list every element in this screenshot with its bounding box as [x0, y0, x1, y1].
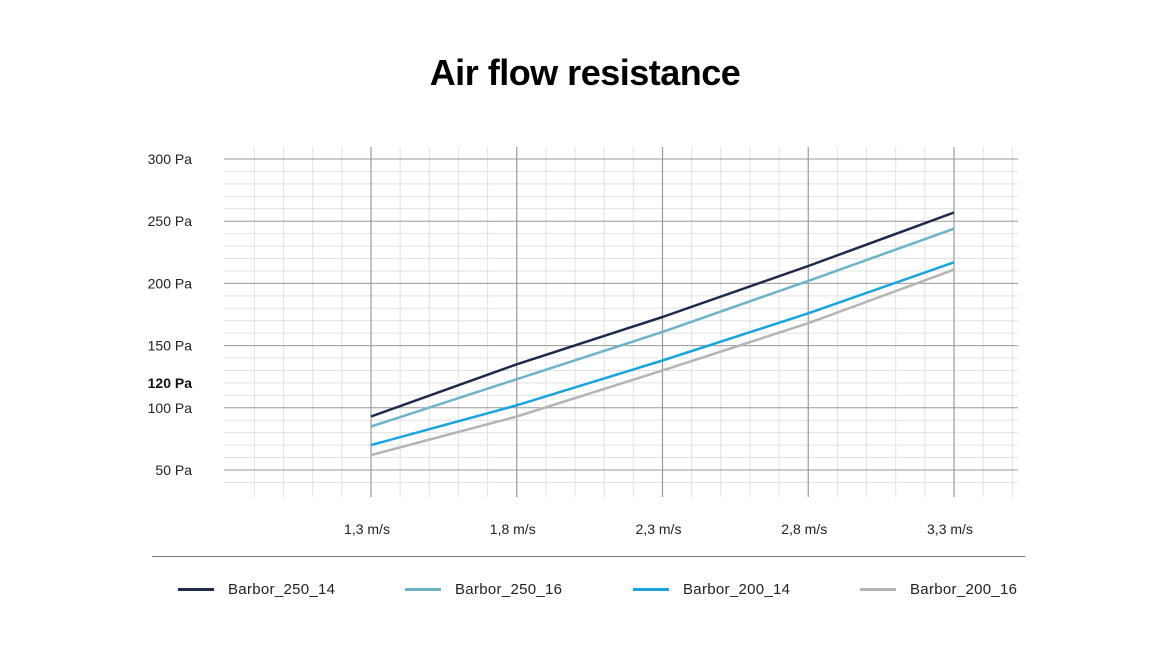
series-line-Barbor_200_16 — [370, 268, 955, 457]
series-line-Barbor_200_14 — [370, 261, 955, 447]
y-tick-label: 50 Pa — [155, 462, 192, 478]
y-axis-ticks: 50 Pa 100 Pa 150 Pa 200 Pa 250 Pa 300 Pa 120 P… — [148, 151, 193, 478]
legend-item-2: Barbor_200_14 — [633, 578, 790, 600]
x-tick-label: 2,3 m/s — [636, 521, 682, 537]
x-axis-ticks: 1,3 m/s 1,8 m/s 2,3 m/s 2,8 m/s 3,3 m/s — [344, 521, 973, 537]
x-tick-label: 1,3 m/s — [344, 521, 390, 537]
legend-label-1: Barbor_250_16 — [455, 580, 563, 598]
air-flow-chart: 50 Pa 100 Pa 150 Pa 200 Pa 250 Pa 300 Pa 120 P… — [148, 147, 1018, 537]
y-tick-label: 200 Pa — [148, 275, 193, 291]
legend-item-0: Barbor_250_14 — [178, 578, 335, 600]
legend-label-3: Barbor_200_16 — [910, 580, 1018, 598]
legend-item-3: Barbor_200_16 — [860, 578, 1017, 600]
series-line-Barbor_250_14 — [370, 211, 955, 418]
major-grid — [224, 147, 1018, 497]
legend-label-2: Barbor_200_14 — [683, 580, 791, 598]
chart-title: Air flow resistance — [429, 52, 741, 93]
legend: Barbor_250_14 Barbor_250_16 Barbor_200_1… — [0, 578, 1170, 602]
series-line-Barbor_250_16 — [370, 227, 955, 428]
x-tick-label: 2,8 m/s — [781, 521, 827, 537]
minor-grid — [224, 147, 1018, 497]
legend-swatch-3 — [860, 587, 896, 591]
x-tick-label: 3,3 m/s — [927, 521, 973, 537]
legend-swatch-2 — [633, 587, 669, 591]
x-tick-label: 1,8 m/s — [490, 521, 536, 537]
y-tick-label: 300 Pa — [148, 151, 193, 167]
series-lines — [370, 211, 955, 457]
legend-swatch-1 — [405, 587, 441, 591]
y-tick-label: 150 Pa — [148, 338, 193, 354]
y-tick-label: 100 Pa — [148, 400, 193, 416]
legend-label-0: Barbor_250_14 — [228, 580, 336, 598]
y-highlight-label: 120 Pa — [148, 375, 193, 391]
legend-swatch-0 — [178, 587, 214, 591]
y-tick-label: 250 Pa — [148, 213, 193, 229]
legend-divider — [152, 556, 1025, 557]
legend-item-1: Barbor_250_16 — [405, 578, 562, 600]
